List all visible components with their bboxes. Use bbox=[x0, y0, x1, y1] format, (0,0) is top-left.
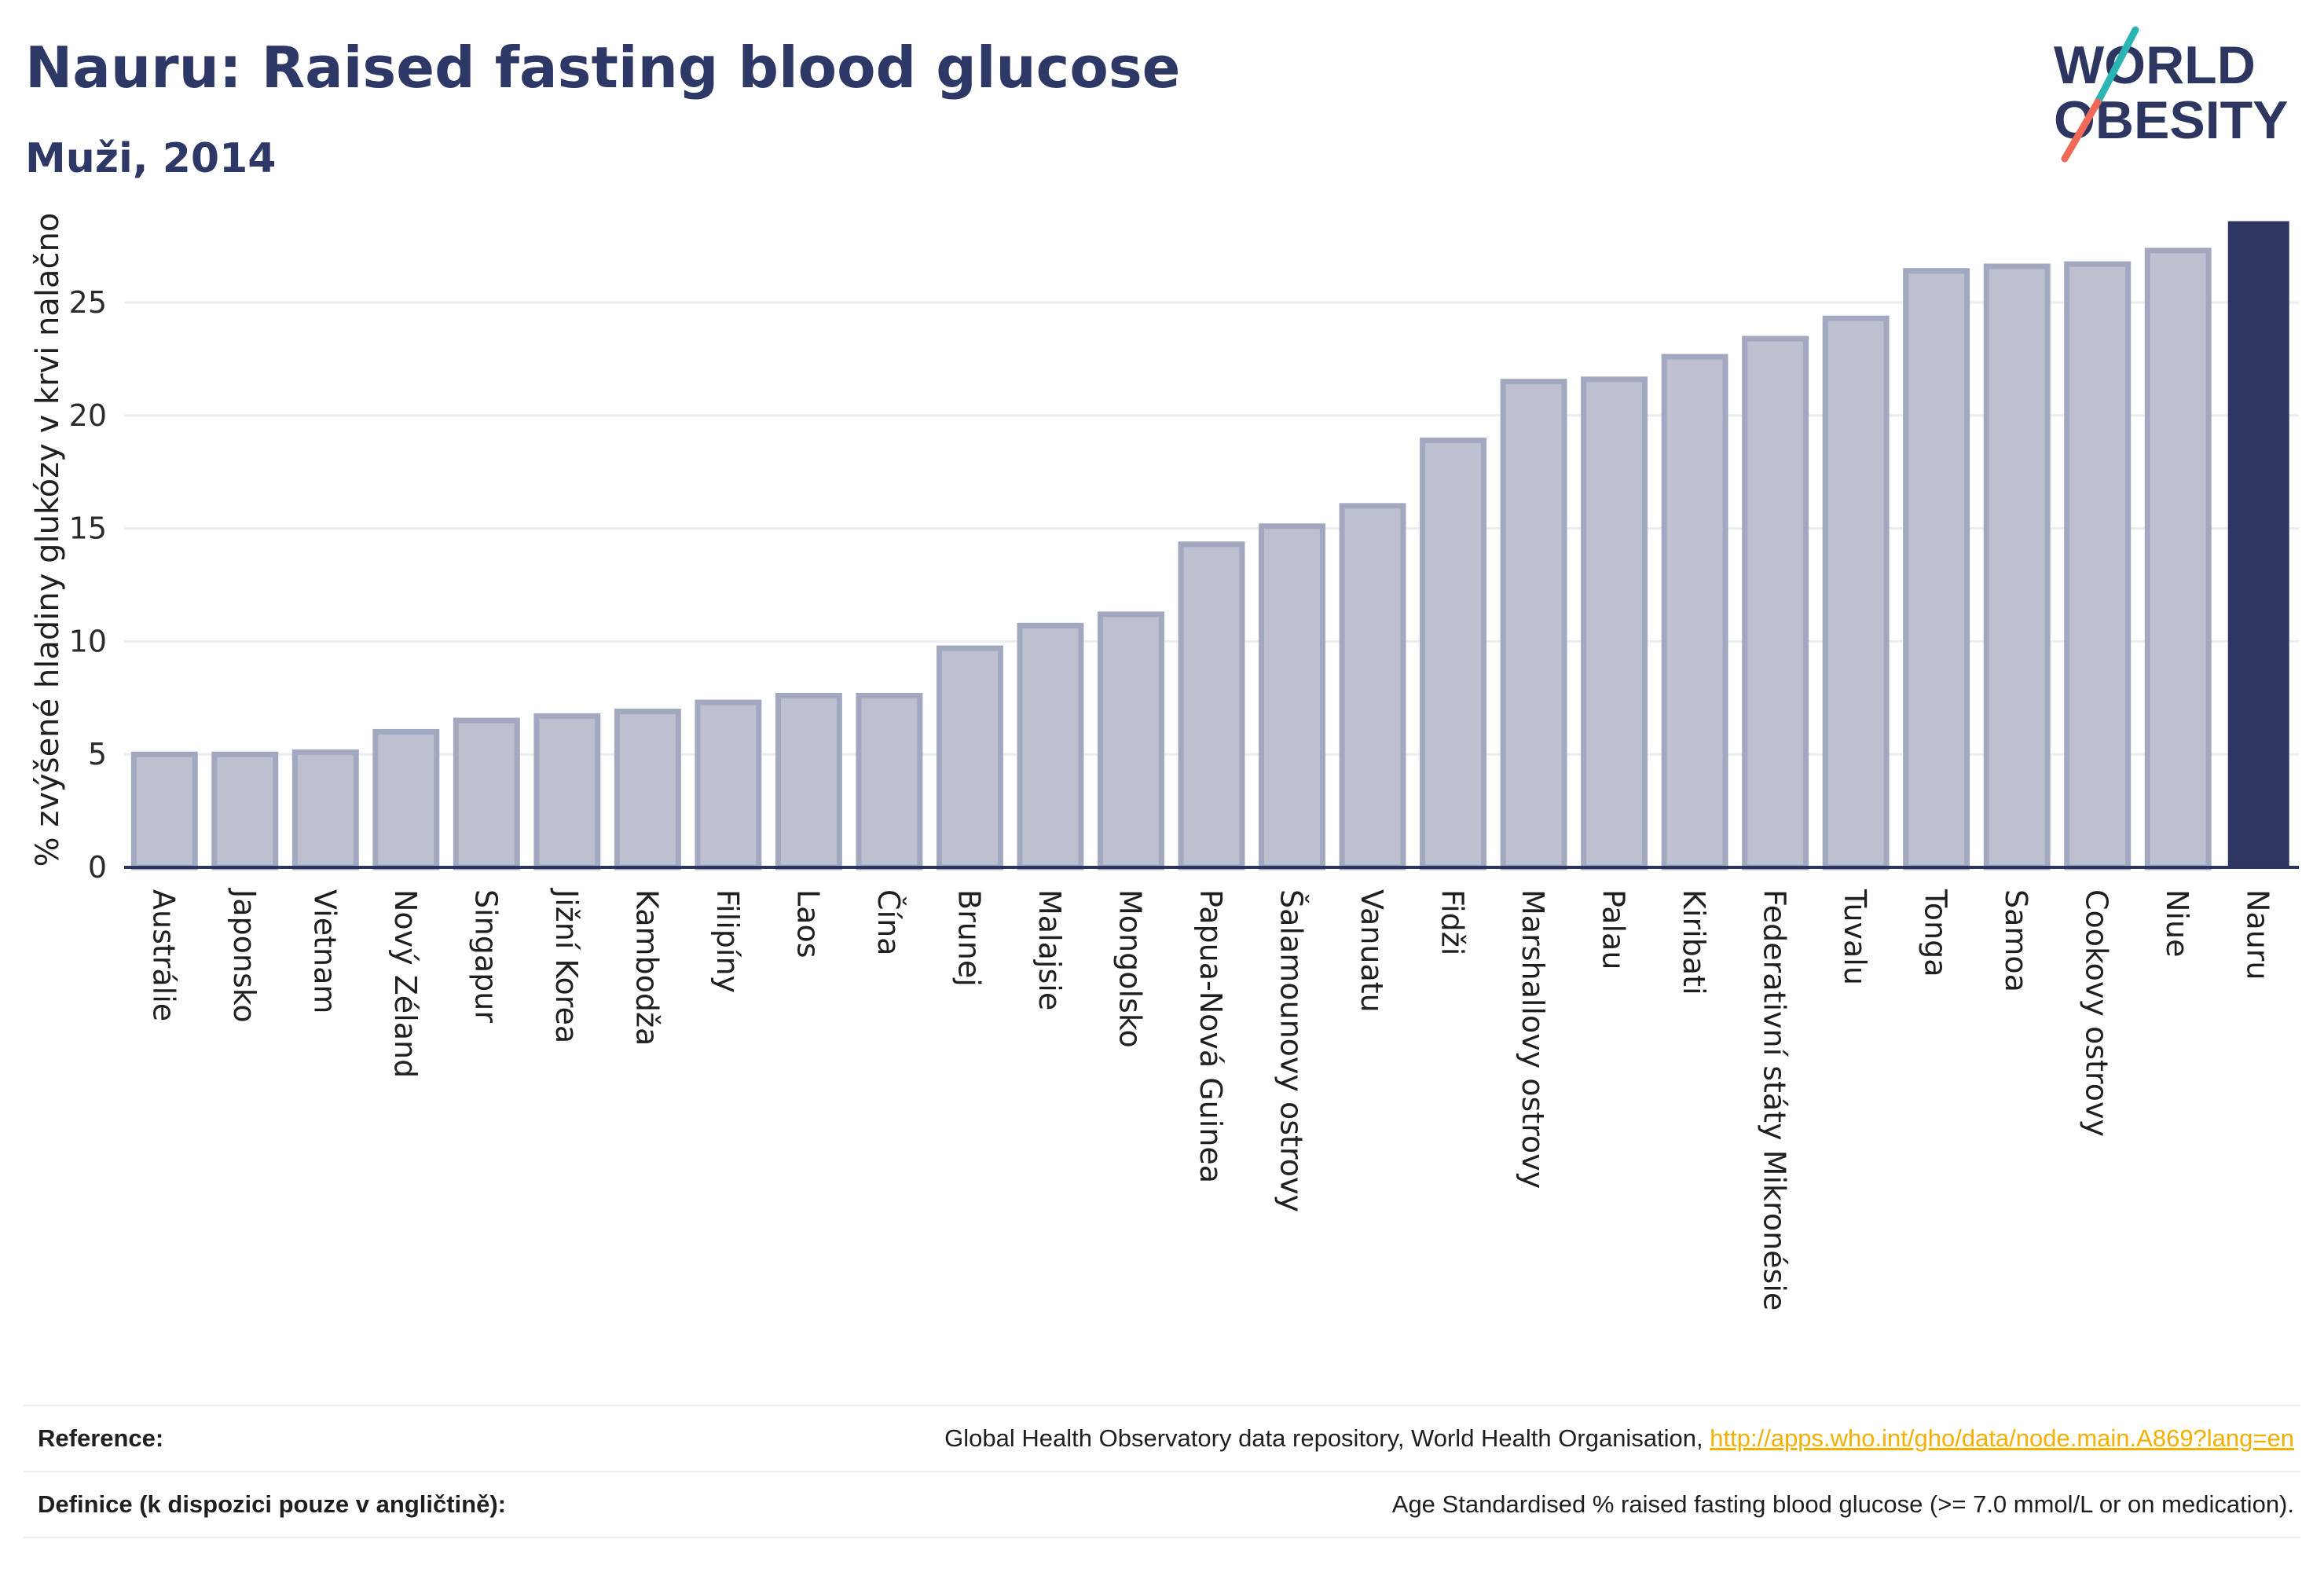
x-tick-label: Laos bbox=[790, 889, 825, 958]
footer-divider bbox=[24, 1537, 2300, 1538]
bar-Čína bbox=[856, 692, 923, 870]
bar-Fidži bbox=[1420, 437, 1487, 870]
x-tick-label: Palau bbox=[1596, 889, 1631, 969]
bar-Vietnam bbox=[291, 749, 359, 870]
x-axis-labels: Austrálie Japonsko Vietnam Nový Zéland Singa… bbox=[146, 888, 2275, 1310]
bar-Singapur bbox=[453, 717, 520, 870]
y-tick-label: 15 bbox=[69, 511, 107, 546]
bar-Marshallovy ostrovy bbox=[1500, 379, 1567, 870]
reference-link[interactable]: http://apps.who.int/gho/data/node.main.A… bbox=[1710, 1424, 2294, 1452]
bar-Malajsie bbox=[1017, 622, 1084, 870]
y-tick-label: 25 bbox=[69, 285, 107, 320]
bar-Cookovy ostrovy bbox=[2064, 261, 2132, 870]
footer-divider bbox=[24, 1405, 2300, 1406]
x-tick-label: Tuvalu bbox=[1838, 889, 1872, 985]
chart-title: Nauru: Raised fasting blood glucose bbox=[25, 35, 1181, 101]
definition-value: Age Standardised % raised fasting blood … bbox=[1391, 1490, 2294, 1518]
y-axis-ticks: 0 5 10 15 20 25 bbox=[69, 285, 107, 885]
bar-Brunej bbox=[936, 645, 1003, 870]
x-tick-label: Tonga bbox=[1919, 889, 1953, 977]
y-tick-label: 10 bbox=[69, 624, 107, 658]
x-tick-label: Marshallovy ostrovy bbox=[1516, 889, 1550, 1189]
x-tick-label: Austrálie bbox=[146, 889, 181, 1021]
bar-Nový Zéland bbox=[372, 728, 440, 870]
bar-Tonga bbox=[1903, 268, 1970, 870]
x-tick-label: Papua-Nová Guinea bbox=[1193, 889, 1228, 1183]
bar-Japonsko bbox=[211, 751, 279, 870]
footer-divider bbox=[24, 1471, 2300, 1472]
x-tick-label: Nový Zéland bbox=[388, 889, 423, 1078]
definition-label: Definice (k dispozici pouze v angličtině… bbox=[38, 1490, 506, 1518]
x-tick-label: Kiribati bbox=[1677, 889, 1711, 995]
reference-row: Reference: Global Health Observatory dat… bbox=[24, 1406, 2300, 1471]
definition-row: Definice (k dispozici pouze v angličtině… bbox=[24, 1472, 2300, 1537]
x-tick-label: Jižní Korea bbox=[549, 888, 584, 1043]
world-obesity-logo: WORLD OBESITY bbox=[2054, 26, 2289, 163]
x-tick-label: Brunej bbox=[951, 889, 986, 987]
x-tick-label: Federativní státy Mikronésie bbox=[1758, 889, 1792, 1310]
x-tick-label: Nauru bbox=[2241, 889, 2275, 980]
bar-Nauru bbox=[2227, 221, 2289, 868]
bar-Jižní Korea bbox=[533, 713, 601, 870]
x-tick-label: Šalamounovy ostrovy bbox=[1274, 889, 1309, 1212]
y-axis-title: % zvýšené hladiny glukózy v krvi nalačno bbox=[30, 213, 66, 867]
reference-text: Global Health Observatory data repositor… bbox=[944, 1424, 1703, 1452]
bar-Mongolsko bbox=[1098, 611, 1164, 870]
bar-Austrálie bbox=[130, 751, 198, 870]
bar-Filipíny bbox=[695, 699, 762, 870]
y-tick-label: 0 bbox=[88, 850, 107, 885]
svg-text:WORLD: WORLD bbox=[2054, 35, 2256, 95]
x-tick-label: Vanuatu bbox=[1354, 889, 1389, 1013]
bar-Niue bbox=[2144, 247, 2212, 870]
y-tick-label: 5 bbox=[88, 737, 107, 772]
bar-Papua-Nová Guinea bbox=[1178, 541, 1245, 870]
x-tick-label: Fidži bbox=[1435, 889, 1470, 955]
reference-value: Global Health Observatory data repositor… bbox=[944, 1424, 2300, 1453]
x-tick-label: Vietnam bbox=[307, 889, 342, 1013]
y-tick-label: 20 bbox=[69, 398, 107, 433]
x-tick-label: Cookovy ostrovy bbox=[2080, 889, 2114, 1137]
bar-Kiribati bbox=[1661, 354, 1728, 870]
bar-Samoa bbox=[1983, 263, 2051, 870]
x-tick-label: Niue bbox=[2160, 889, 2194, 957]
x-tick-label: Malajsie bbox=[1032, 889, 1067, 1010]
bar-Laos bbox=[775, 692, 842, 870]
x-tick-label: Filipíny bbox=[710, 889, 745, 993]
x-tick-label: Japonsko bbox=[227, 888, 262, 1023]
x-tick-label: Mongolsko bbox=[1113, 889, 1147, 1048]
x-tick-label: Kambodža bbox=[629, 889, 664, 1046]
reference-label: Reference: bbox=[38, 1424, 164, 1452]
bar-Kambodža bbox=[614, 709, 681, 870]
chart-subtitle: Muži, 2014 bbox=[25, 135, 277, 182]
bar-Šalamounovy ostrovy bbox=[1259, 523, 1325, 870]
bar-Palau bbox=[1581, 376, 1648, 870]
bar-Tuvalu bbox=[1822, 315, 1890, 870]
bar-Federativní státy Mikronésie bbox=[1742, 335, 1809, 870]
svg-text:OBESITY: OBESITY bbox=[2054, 90, 2289, 150]
x-tick-label: Singapur bbox=[468, 889, 503, 1023]
bars bbox=[130, 221, 2289, 870]
bar-chart: 0 5 10 15 20 25 Austrálie Japonsko Vietnam Nový … bbox=[30, 213, 2299, 1310]
x-tick-label: Samoa bbox=[1999, 889, 2033, 992]
x-tick-label: Čína bbox=[871, 889, 906, 955]
bar-Vanuatu bbox=[1339, 503, 1406, 870]
